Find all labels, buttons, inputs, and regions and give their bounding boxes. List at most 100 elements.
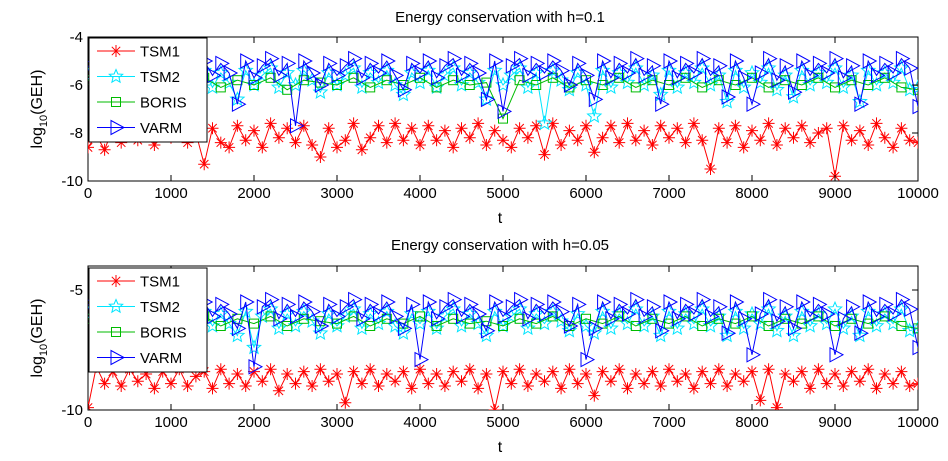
data-point-tsm1 <box>762 117 775 130</box>
data-point-tsm1 <box>505 141 518 154</box>
data-point-varm <box>788 84 803 101</box>
data-point-varm <box>854 96 869 113</box>
legend-marker-tsm2 <box>108 68 124 84</box>
y-axis-label: log10(GEH) <box>29 70 50 149</box>
data-point-varm <box>721 89 737 105</box>
data-point-varm <box>373 65 388 81</box>
data-point-varm <box>373 306 388 322</box>
data-point-varm <box>680 296 695 313</box>
data-point-varm <box>539 65 554 81</box>
data-point-tsm1 <box>687 382 700 395</box>
data-point-tsm1 <box>687 117 700 130</box>
data-point-tsm1 <box>563 124 576 137</box>
x-tick-label: 9000 <box>818 414 851 431</box>
data-point-varm <box>406 296 421 313</box>
data-point-varm <box>837 69 853 86</box>
data-point-varm <box>306 303 322 320</box>
data-point-tsm1 <box>862 139 875 151</box>
y-tick-label: -10 <box>61 173 83 190</box>
data-point-tsm1 <box>604 375 617 388</box>
data-point-tsm1 <box>472 117 485 130</box>
data-point-tsm1 <box>231 368 244 380</box>
data-point-varm <box>821 306 836 322</box>
legend-marker-boris <box>111 97 121 107</box>
legend-marker-tsm2 <box>108 298 124 314</box>
data-point-varm <box>472 65 488 81</box>
data-point-varm <box>729 53 745 69</box>
data-point-varm <box>397 81 413 98</box>
data-point-varm <box>580 67 596 84</box>
data-point-tsm1 <box>530 368 543 380</box>
data-point-boris <box>381 75 392 86</box>
data-point-boris <box>763 82 774 93</box>
data-point-varm <box>846 298 861 315</box>
data-point-tsm1 <box>663 363 675 376</box>
data-point-varm <box>265 50 280 67</box>
y-tick-label: -6 <box>70 77 83 94</box>
data-point-varm <box>456 67 471 84</box>
data-point-tsm1 <box>264 117 277 130</box>
data-point-varm <box>630 50 645 67</box>
data-point-tsm1 <box>488 124 501 137</box>
data-point-varm <box>489 53 504 69</box>
legend-item-tsm2: TSM2 <box>97 298 180 316</box>
data-point-boris <box>431 82 442 93</box>
data-point-tsm1 <box>696 365 709 378</box>
data-point-varm <box>555 62 571 79</box>
x-tick-label: 1000 <box>154 414 187 431</box>
data-point-varm <box>397 320 413 337</box>
data-point-varm <box>364 296 380 313</box>
data-point-tsm1 <box>364 131 377 144</box>
data-point-varm <box>273 67 288 84</box>
data-point-varm <box>663 294 679 310</box>
data-point-varm <box>431 310 446 327</box>
data-point-varm <box>630 291 645 308</box>
data-point-tsm1 <box>347 365 360 378</box>
data-point-tsm1 <box>795 365 808 378</box>
data-point-varm <box>323 296 338 313</box>
data-point-tsm1 <box>646 365 659 378</box>
data-point-tsm1 <box>621 382 634 395</box>
data-point-boris <box>265 72 276 83</box>
data-point-varm <box>331 308 347 325</box>
data-point-tsm1 <box>206 382 219 395</box>
data-point-tsm1 <box>264 363 277 376</box>
data-point-tsm1 <box>131 375 144 388</box>
data-point-varm <box>738 69 753 86</box>
data-point-varm <box>356 310 371 327</box>
data-point-tsm1 <box>505 377 518 390</box>
chart-title: Energy conservation with h=0.05 <box>391 237 609 254</box>
data-point-boris <box>365 321 376 331</box>
data-point-tsm1 <box>804 382 817 395</box>
data-point-varm <box>290 117 305 134</box>
data-point-boris <box>215 82 226 93</box>
data-point-boris <box>830 82 840 93</box>
data-point-tsm1 <box>148 139 161 151</box>
data-point-varm <box>406 55 421 72</box>
legend-marker-tsm1 <box>110 45 122 57</box>
data-point-varm <box>480 91 496 108</box>
data-point-varm <box>256 57 272 74</box>
x-tick-label: 4000 <box>403 185 436 202</box>
data-point-varm <box>605 310 620 327</box>
data-point-varm <box>655 322 670 339</box>
data-point-tsm1 <box>148 382 161 395</box>
chart-bottom: Energy conservation with h=0.05 t log10(… <box>29 237 939 456</box>
data-point-varm <box>456 308 471 325</box>
data-point-tsm1 <box>472 382 485 395</box>
legend-item-boris: BORIS <box>97 325 187 342</box>
data-point-varm <box>754 306 770 322</box>
data-point-varm <box>281 296 297 313</box>
data-point-tsm2 <box>652 86 669 102</box>
data-point-boris <box>448 313 459 324</box>
data-point-tsm1 <box>214 363 227 376</box>
data-point-tsm1 <box>795 119 808 132</box>
data-point-tsm1 <box>546 117 559 130</box>
legend-marker-tsm1 <box>110 275 122 287</box>
data-point-varm <box>738 310 753 327</box>
data-point-tsm1 <box>654 380 667 392</box>
data-point-tsm1 <box>870 382 883 395</box>
legend-item-boris: BORIS <box>97 95 187 112</box>
data-point-varm <box>804 67 820 84</box>
data-point-varm <box>771 313 786 330</box>
